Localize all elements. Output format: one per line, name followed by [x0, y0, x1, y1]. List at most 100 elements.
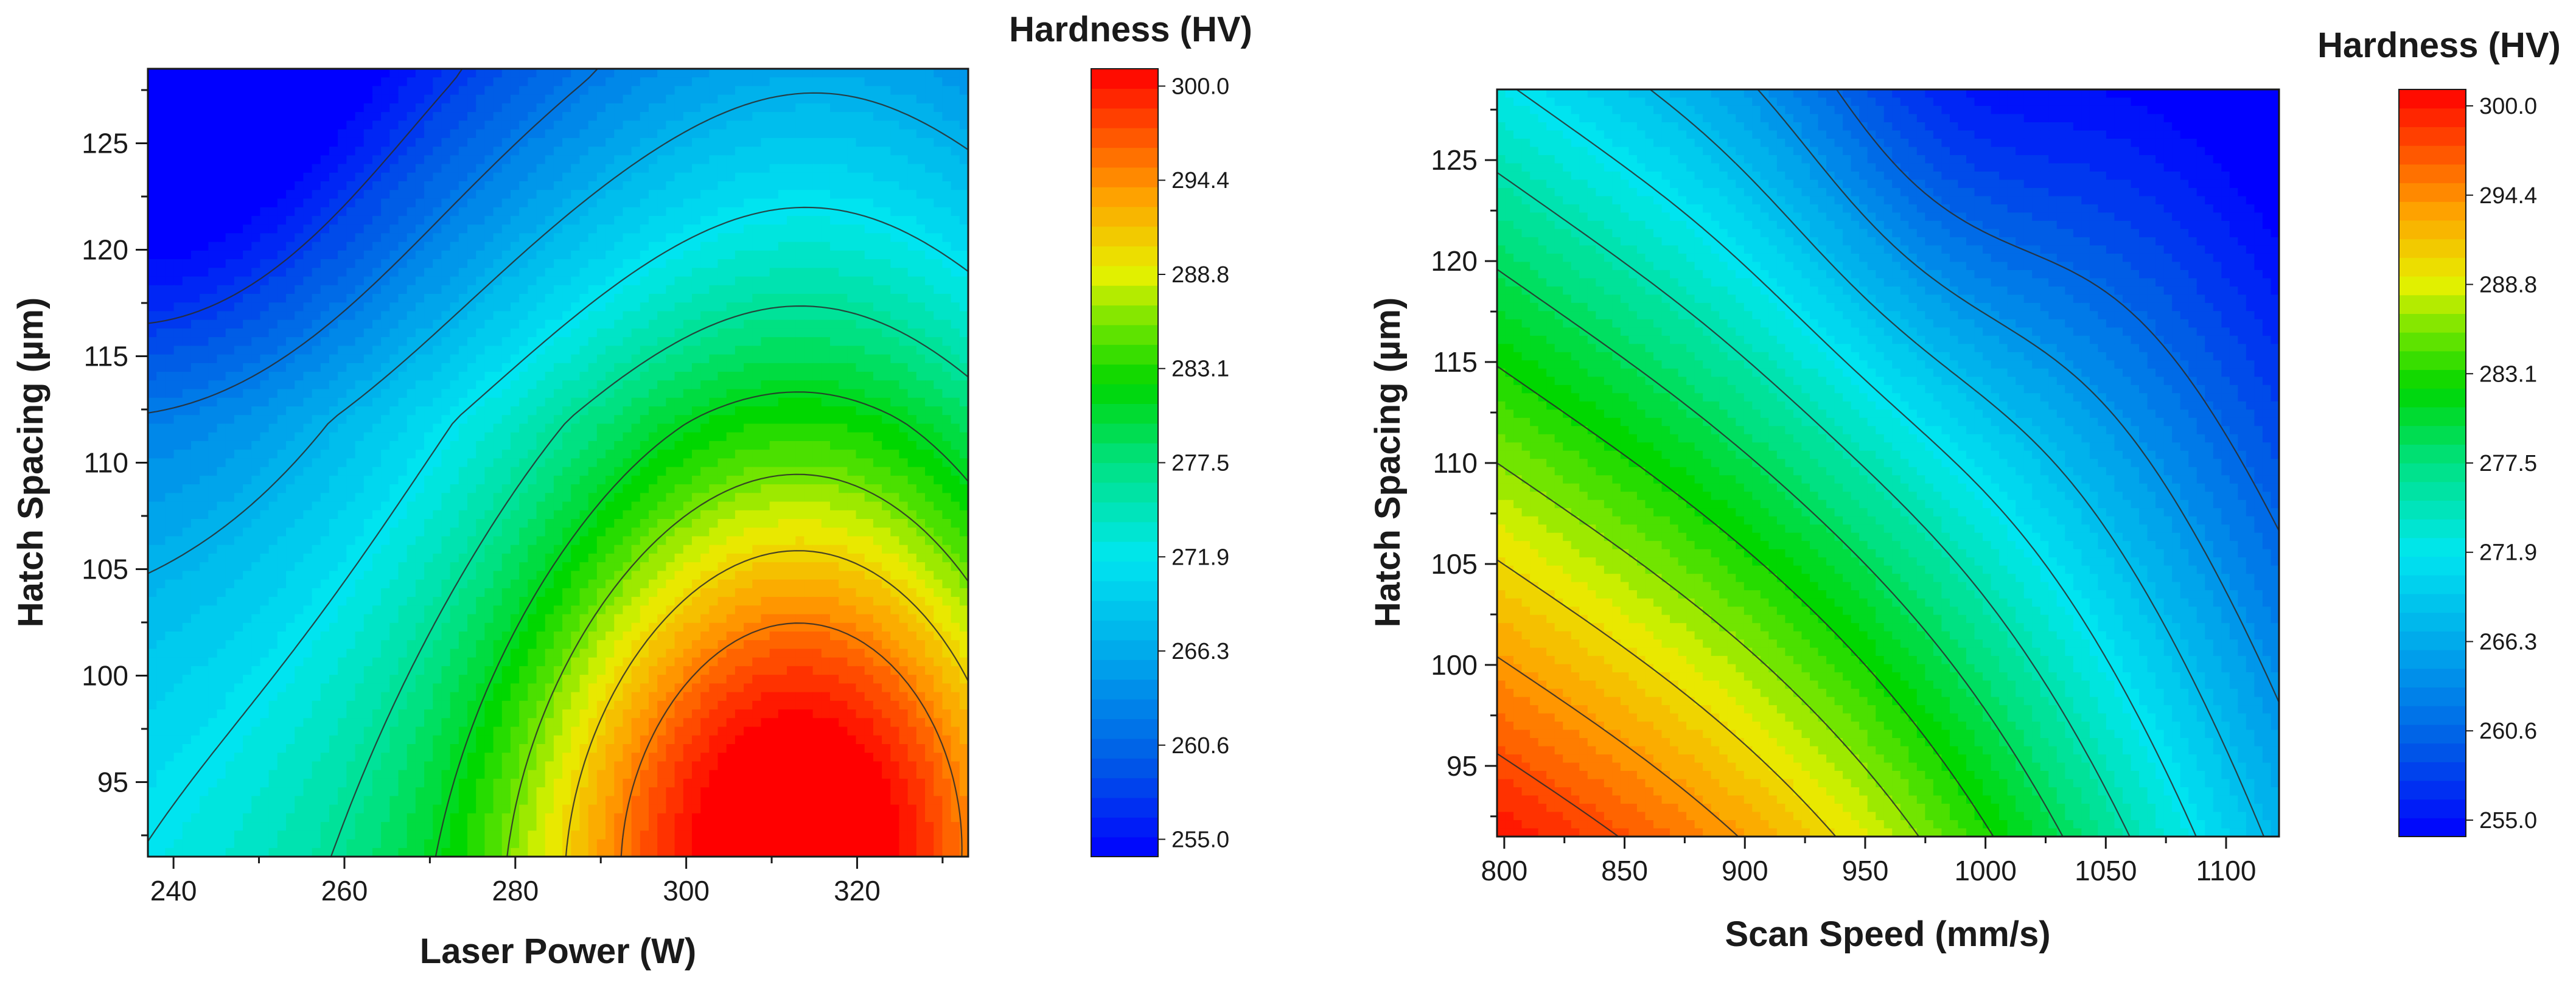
heatmap-cell: [804, 207, 814, 217]
heatmap-cell: [156, 467, 166, 476]
heatmap-cell: [338, 458, 347, 468]
heatmap-cell: [303, 250, 313, 260]
heatmap-cell: [735, 250, 744, 260]
heatmap-cell: [761, 346, 770, 355]
heatmap-cell: [691, 440, 701, 450]
heatmap-cell: [674, 242, 684, 251]
heatmap-cell: [934, 380, 943, 390]
heatmap-cell: [812, 215, 822, 225]
heatmap-cell: [657, 510, 667, 520]
heatmap-cell: [804, 346, 814, 355]
heatmap-cell: [286, 259, 296, 269]
heatmap-cell: [787, 86, 797, 96]
heatmap-cell: [907, 233, 917, 243]
heatmap-cell: [519, 250, 529, 260]
heatmap-cell: [519, 155, 529, 165]
heatmap-cell: [545, 423, 554, 433]
heatmap-cell: [363, 389, 373, 399]
heatmap-cell: [484, 432, 494, 442]
heatmap-cell: [717, 120, 727, 130]
heatmap-cell: [243, 432, 253, 442]
heatmap-cell: [700, 164, 710, 173]
heatmap-cell: [951, 319, 960, 329]
heatmap-cell: [493, 372, 503, 381]
heatmap-cell: [173, 450, 183, 459]
heatmap-cell: [907, 363, 917, 372]
heatmap-cell: [631, 337, 641, 347]
heatmap-cell: [338, 181, 347, 191]
heatmap-cell: [769, 250, 779, 260]
heatmap-cell: [562, 389, 572, 399]
heatmap-cell: [717, 501, 727, 511]
heatmap-cell: [934, 77, 943, 87]
heatmap-cell: [752, 510, 762, 520]
heatmap-cell: [441, 397, 451, 407]
heatmap-cell: [484, 190, 494, 200]
heatmap-cell: [674, 155, 684, 165]
heatmap-cell: [407, 112, 416, 122]
heatmap-cell: [407, 319, 416, 329]
heatmap-cell: [493, 467, 503, 476]
heatmap-cell: [864, 510, 874, 520]
heatmap-cell: [225, 94, 235, 104]
heatmap-cell: [148, 147, 157, 156]
heatmap-cell: [458, 129, 468, 139]
heatmap-cell: [234, 372, 243, 381]
heatmap-cell: [217, 172, 226, 182]
heatmap-cell: [873, 510, 882, 520]
heatmap-cell: [942, 397, 952, 407]
heatmap-cell: [372, 242, 382, 251]
heatmap-cell: [286, 276, 296, 286]
heatmap-cell: [295, 86, 304, 96]
heatmap-cell: [795, 207, 805, 217]
heatmap-cell: [476, 372, 486, 381]
heatmap-cell: [493, 215, 503, 225]
heatmap-cell: [225, 250, 235, 260]
heatmap-cell: [839, 440, 848, 450]
heatmap-cell: [467, 302, 476, 312]
heatmap-cell: [320, 181, 330, 191]
heatmap-cell: [217, 397, 226, 407]
heatmap-cell: [562, 450, 572, 459]
heatmap-cell: [804, 337, 814, 347]
heatmap-cell: [769, 172, 779, 182]
heatmap-cell: [606, 112, 615, 122]
heatmap-cell: [795, 319, 805, 329]
heatmap-cell: [959, 276, 969, 286]
heatmap-cell: [398, 354, 408, 364]
heatmap-cell: [363, 181, 373, 191]
heatmap-cell: [173, 397, 183, 407]
heatmap-cell: [372, 423, 382, 433]
heatmap-cell: [631, 285, 641, 294]
heatmap-cell: [407, 285, 416, 294]
heatmap-cell: [735, 372, 744, 381]
heatmap-cell: [553, 501, 563, 511]
heatmap-cell: [631, 147, 641, 156]
heatmap-cell: [614, 467, 624, 476]
heatmap-cell: [312, 164, 321, 173]
heatmap-cell: [493, 285, 503, 294]
heatmap-cell: [795, 440, 805, 450]
heatmap-cell: [873, 268, 882, 277]
heatmap-cell: [691, 164, 701, 173]
heatmap-cell: [536, 198, 546, 208]
heatmap-cell: [648, 86, 658, 96]
heatmap-cell: [691, 86, 701, 96]
heatmap-cell: [744, 319, 753, 329]
heatmap-cell: [769, 285, 779, 294]
heatmap-cell: [381, 259, 391, 269]
heatmap-cell: [346, 137, 356, 147]
heatmap-cell: [744, 484, 753, 494]
heatmap-cell: [355, 77, 365, 87]
heatmap-cell: [640, 147, 649, 156]
heatmap-cell: [208, 268, 218, 277]
heatmap-cell: [208, 294, 218, 304]
heatmap-cell: [338, 94, 347, 104]
heatmap-cell: [450, 406, 459, 416]
heatmap-cell: [795, 380, 805, 390]
heatmap-cell: [467, 406, 476, 416]
heatmap-cell: [787, 77, 797, 87]
heatmap-cell: [588, 164, 598, 173]
heatmap-cell: [173, 242, 183, 251]
heatmap-cell: [389, 198, 399, 208]
